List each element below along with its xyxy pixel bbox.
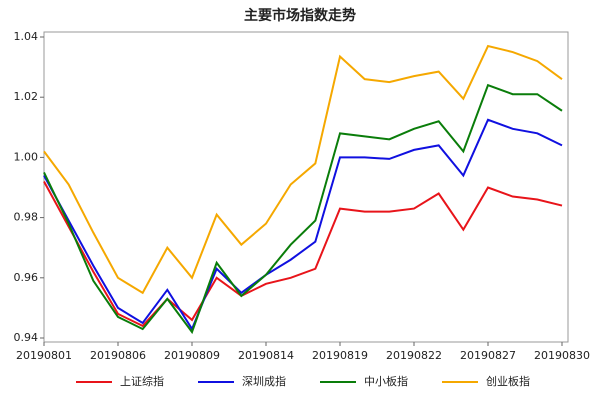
y-tick-label: 1.04 bbox=[14, 30, 39, 43]
y-tick-label: 0.94 bbox=[14, 331, 39, 344]
series-line bbox=[43, 83, 563, 335]
x-tick-label: 20190806 bbox=[90, 349, 146, 362]
legend-label: 创业板指 bbox=[486, 374, 530, 388]
legend-label: 上证综指 bbox=[120, 374, 164, 388]
x-tick-label: 20190809 bbox=[164, 349, 220, 362]
x-tick-label: 20190801 bbox=[16, 349, 72, 362]
x-tick-label: 20190822 bbox=[386, 349, 442, 362]
x-tick-label: 20190830 bbox=[534, 349, 590, 362]
x-tick-label: 20190827 bbox=[460, 349, 516, 362]
legend-label: 中小板指 bbox=[364, 374, 408, 388]
series-line bbox=[43, 118, 563, 332]
y-tick-label: 0.96 bbox=[14, 271, 39, 284]
chart-title: 主要市场指数走势 bbox=[244, 7, 356, 24]
y-tick-label: 1.00 bbox=[14, 150, 39, 163]
y-tick-label: 1.02 bbox=[14, 90, 39, 103]
plot-frame bbox=[43, 31, 569, 343]
series-line bbox=[43, 44, 563, 295]
x-tick-label: 20190819 bbox=[312, 349, 368, 362]
legend-label: 深圳成指 bbox=[242, 374, 286, 388]
y-tick-label: 0.98 bbox=[14, 211, 39, 224]
x-tick-label: 20190814 bbox=[238, 349, 294, 362]
series-line bbox=[43, 181, 563, 328]
